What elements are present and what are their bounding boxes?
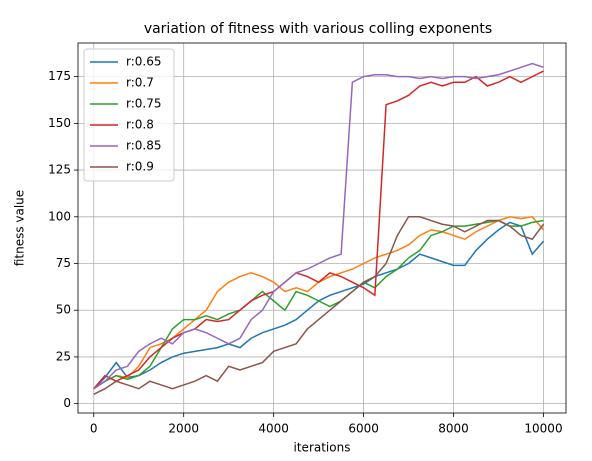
y-tick-label: 25	[56, 349, 71, 363]
series-line	[93, 62, 544, 390]
series-line	[93, 216, 545, 395]
legend-label: r:0.7	[126, 76, 154, 90]
x-tick-label: 4000	[258, 422, 289, 436]
y-tick-label: 150	[48, 116, 71, 130]
chart-title: variation of fitness with various collin…	[144, 21, 492, 37]
x-tick-label: 10000	[524, 422, 562, 436]
legend-label: r:0.9	[126, 160, 154, 174]
legend-box	[83, 48, 175, 182]
y-tick-label: 0	[63, 396, 71, 410]
legend-label: r:0.75	[126, 97, 161, 111]
y-tick-label: 175	[48, 69, 71, 83]
x-tick-label: 6000	[348, 422, 379, 436]
x-tick-label: 2000	[168, 422, 199, 436]
series-line	[93, 219, 544, 390]
x-tick-label: 0	[90, 422, 98, 436]
y-tick-label: 125	[48, 163, 71, 177]
legend-label: r:0.85	[126, 139, 161, 153]
y-tick-label: 50	[56, 303, 71, 317]
y-tick-label: 100	[48, 209, 71, 223]
legend-label: r:0.8	[126, 118, 154, 132]
x-tick-label: 8000	[438, 422, 469, 436]
y-tick-label: 75	[56, 256, 71, 270]
plot-frame	[77, 42, 567, 414]
series-line	[93, 221, 545, 390]
x-axis-label: iterations	[294, 441, 351, 455]
y-axis-label: fitness value	[13, 190, 27, 266]
legend-label: r:0.65	[126, 55, 161, 69]
